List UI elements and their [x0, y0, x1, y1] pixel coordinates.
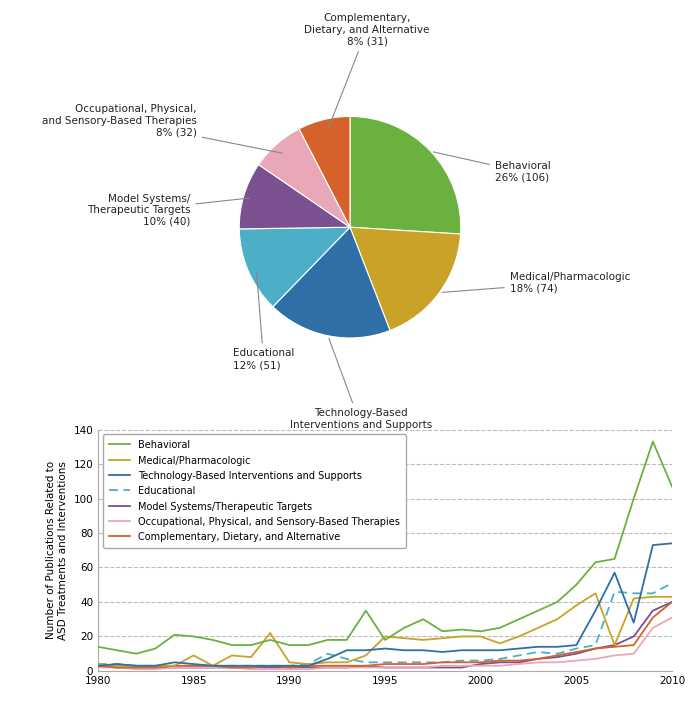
Text: Medical/Pharmacologic
18% (74): Medical/Pharmacologic 18% (74) [442, 272, 630, 293]
Wedge shape [350, 116, 461, 234]
Text: Behavioral
26% (106): Behavioral 26% (106) [433, 152, 551, 182]
Y-axis label: Number of Publications Related to
ASD Treatments and Interventions: Number of Publications Related to ASD Tr… [46, 461, 68, 640]
Legend: Behavioral, Medical/Pharmacologic, Technology-Based Interventions and Supports, : Behavioral, Medical/Pharmacologic, Techn… [103, 435, 405, 548]
Wedge shape [258, 129, 350, 227]
Wedge shape [239, 165, 350, 229]
Text: Model Systems/
Therapeutic Targets
10% (40): Model Systems/ Therapeutic Targets 10% (… [87, 194, 249, 226]
Text: Educational
12% (51): Educational 12% (51) [233, 271, 294, 370]
Wedge shape [350, 227, 461, 330]
Wedge shape [273, 227, 390, 338]
Text: Occupational, Physical,
and Sensory-Based Therapies
8% (32): Occupational, Physical, and Sensory-Base… [42, 104, 282, 153]
Wedge shape [299, 116, 350, 227]
Text: Complementary,
Dietary, and Alternative
8% (31): Complementary, Dietary, and Alternative … [304, 13, 430, 129]
Wedge shape [239, 227, 350, 307]
Text: Technology-Based
Interventions and Supports
18% (74): Technology-Based Interventions and Suppo… [290, 339, 432, 442]
